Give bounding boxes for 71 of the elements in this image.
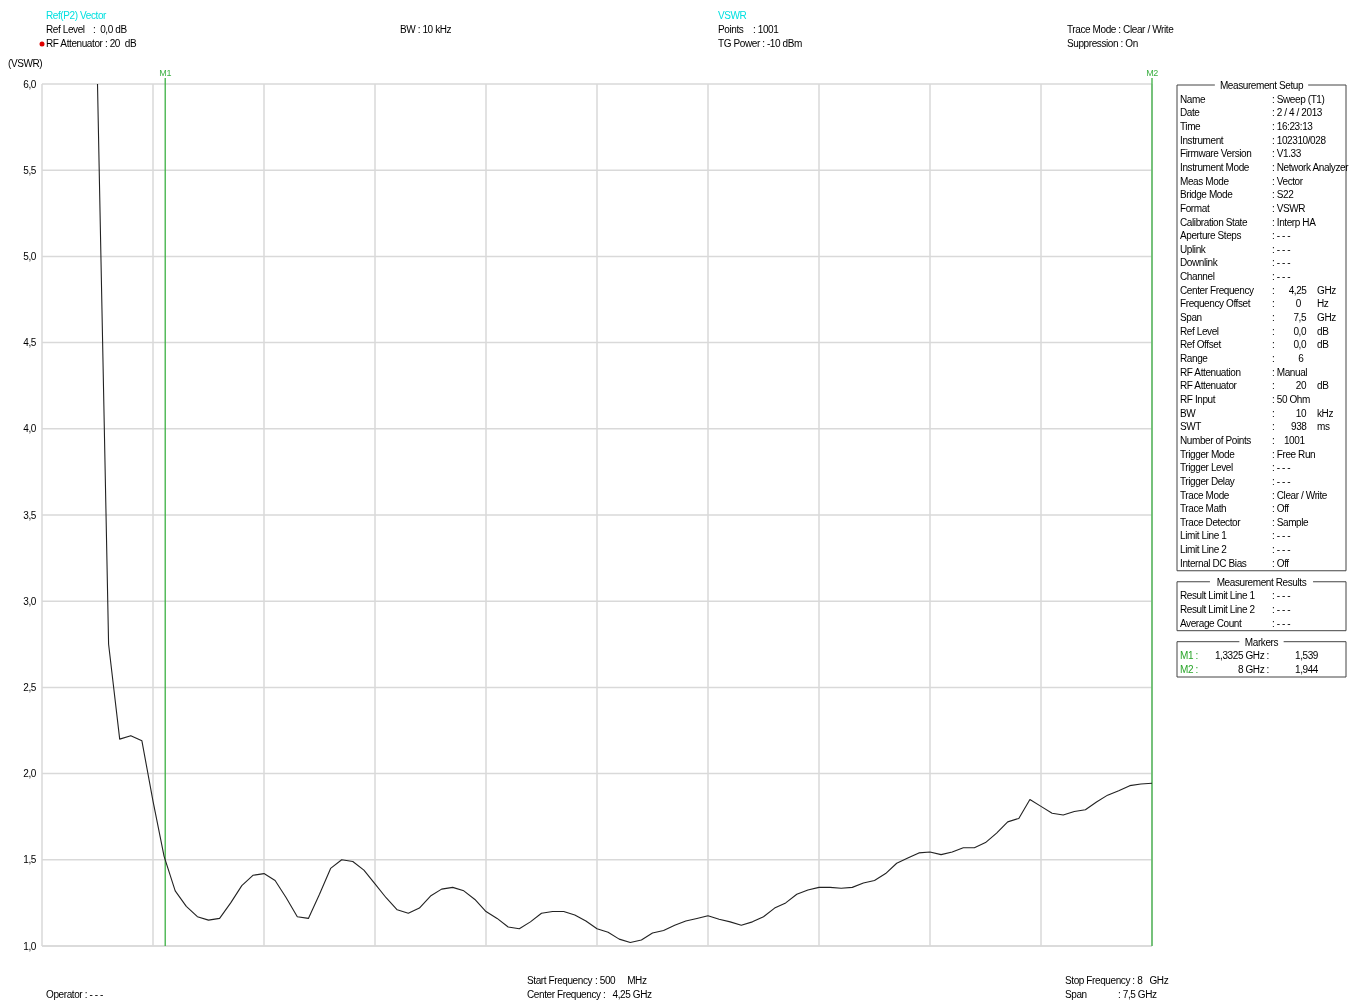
text: RF Input : 50 Ohm (1180, 393, 1310, 405)
text: Average Count : - - - (1180, 617, 1291, 629)
text: Operator : - - - (46, 989, 104, 1000)
text: Trigger Delay : - - - (1180, 475, 1291, 487)
text: M1 (159, 68, 172, 78)
text: Trigger Mode : Free Run (1180, 448, 1316, 460)
text: Center Frequency : 4,25 GHz (527, 989, 652, 1000)
text: Trace Math : Off (1180, 503, 1289, 515)
text: Result Limit Line 1 : - - - (1180, 590, 1291, 602)
y-tick-label: 5,5 (23, 164, 37, 176)
text: M2 (1146, 68, 1159, 78)
text: M2 : 8 GHz : 1,944 (1180, 664, 1319, 675)
text: Ref(P2) Vector (46, 10, 108, 21)
text: Instrument Mode : Network Analyzer (1180, 161, 1349, 173)
text: Number of Points : 1001 (1180, 434, 1305, 446)
y-tick-label: 4,5 (23, 337, 37, 349)
text: RF Attenuator : 20 dB (1180, 380, 1329, 392)
text: VSWR (718, 10, 747, 21)
text: Trigger Level : - - - (1180, 462, 1291, 474)
text: Instrument : 102310/028 (1180, 134, 1326, 146)
text: M1 : 1,3325 GHz : 1,539 (1180, 650, 1319, 662)
text: Start Frequency : 500 MHz (527, 975, 647, 986)
y-tick-label: 4,0 (23, 423, 37, 435)
text: RF Attenuation : Manual (1180, 366, 1308, 378)
text: Ref Level : 0,0 dB (46, 24, 128, 35)
text: Center Frequency : 4,25 GHz (1180, 284, 1336, 296)
text: Frequency Offset : 0 Hz (1180, 298, 1329, 310)
text: Calibration State : Interp HA (1180, 216, 1316, 228)
text: Channel : - - - (1180, 271, 1291, 283)
text: Time : 16:23:13 (1180, 120, 1313, 132)
text: Stop Frequency : 8 GHz (1065, 975, 1169, 986)
text: Result Limit Line 2 : - - - (1180, 604, 1291, 616)
text: Measurement Setup (1219, 80, 1304, 91)
y-tick-label: 5,0 (23, 250, 37, 262)
text: Firmware Version : V1.33 (1180, 148, 1301, 160)
text: Trace Detector : Sample (1180, 516, 1309, 528)
y-tick-label: 6,0 (23, 78, 37, 90)
text: SWT : 938 ms (1180, 421, 1330, 433)
text: Limit Line 2 : - - - (1180, 544, 1291, 556)
y-tick-label: 3,0 (23, 595, 37, 607)
text: Format : VSWR (1180, 202, 1306, 214)
text: Bridge Mode : S22 (1180, 189, 1294, 201)
y-tick-label: 2,0 (23, 768, 37, 780)
text: Internal DC Bias : Off (1180, 557, 1289, 569)
text: Trace Mode : Clear / Write (1067, 24, 1175, 35)
y-tick-label: 2,5 (23, 681, 37, 693)
text: Aperture Steps : - - - (1180, 230, 1291, 242)
text: Downlink : - - - (1180, 257, 1291, 269)
text: Meas Mode : Vector (1180, 175, 1303, 187)
text: Uplink : - - - (1180, 243, 1291, 255)
y-tick-label: 1,5 (23, 854, 37, 866)
text: TG Power : -10 dBm (718, 38, 803, 49)
text: Ref Offset : 0,0 dB (1180, 339, 1329, 351)
y-tick-label: 3,5 (23, 509, 37, 521)
text: RF Attenuator : 20 dB (46, 38, 137, 49)
text: Markers (1244, 636, 1279, 648)
y-tick-label: 1,0 (23, 940, 37, 952)
text: BW : 10 kHz (1180, 407, 1334, 419)
y-axis-title: (VSWR) (8, 58, 43, 69)
text: Range : 6 (1180, 353, 1304, 364)
text: Ref Level : 0,0 dB (1180, 325, 1329, 337)
text: Points : 1001 (718, 24, 780, 35)
text: Trace Mode : Clear / Write (1180, 489, 1327, 501)
text: Limit Line 1 : - - - (1180, 530, 1291, 542)
text: BW : 10 kHz (400, 24, 452, 35)
text: Suppression : On (1067, 38, 1138, 49)
text: Span : 7,5 GHz (1180, 312, 1336, 324)
text: Measurement Results (1216, 576, 1307, 588)
text: Date : 2 / 4 / 2013 (1180, 107, 1322, 119)
text: Span : 7,5 GHz (1065, 989, 1157, 1000)
text: Name : Sweep (T1) (1180, 93, 1325, 105)
